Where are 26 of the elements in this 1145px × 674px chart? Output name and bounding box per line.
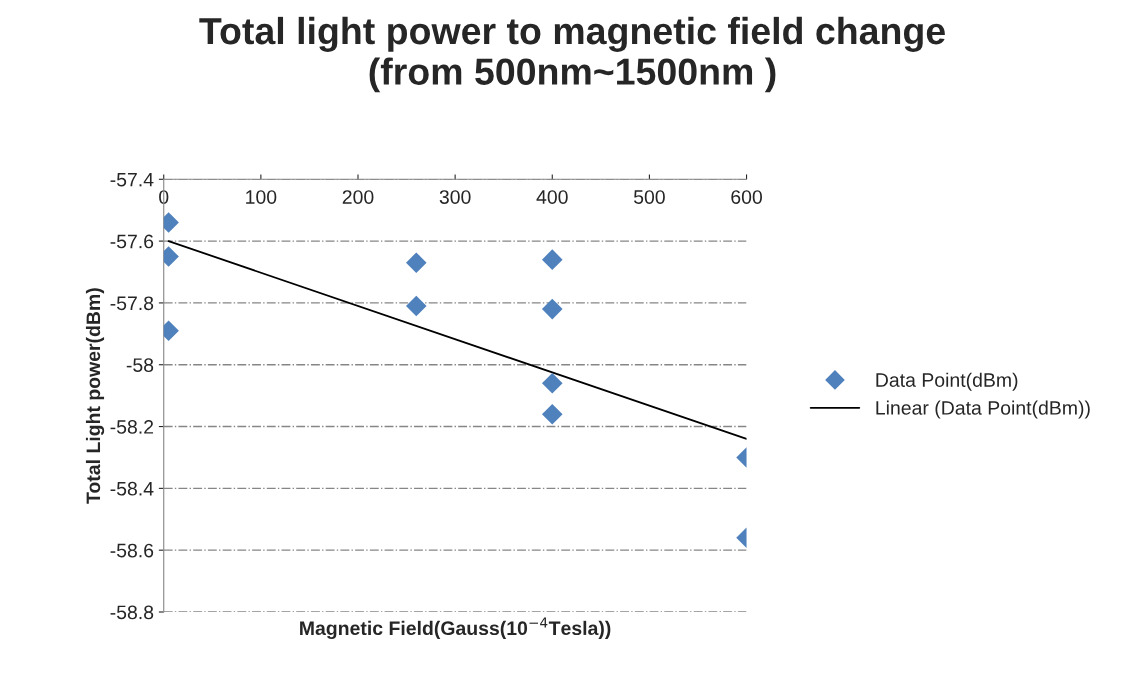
x-tick-label: 200 xyxy=(342,190,374,204)
point xyxy=(541,403,563,425)
x-axis-title: Magnetic Field(Gauss(10$^{−4}$Tesla)) xyxy=(300,617,611,640)
y-axis-title: Total Light power(dBm) xyxy=(85,288,105,504)
point xyxy=(541,249,563,270)
x-tick-label: 500 xyxy=(633,190,665,204)
y-tick-label: -58.8 xyxy=(110,605,154,620)
x-tick-label: 100 xyxy=(246,190,277,204)
point xyxy=(405,252,427,274)
point xyxy=(405,295,427,317)
y-tick-label: -58.4 xyxy=(110,481,154,496)
point xyxy=(541,298,563,320)
point xyxy=(541,372,563,394)
x-tick-label: 300 xyxy=(439,190,471,204)
y-tick-label: -58.2 xyxy=(110,420,154,434)
y-tick-label: -58.6 xyxy=(110,543,154,558)
chart-title: Total light power to magnetic field change (from 500nm~1500nm ) xyxy=(199,16,945,93)
y-tick-label: -57.6 xyxy=(110,234,154,249)
legend-label: Data Point(dBm) xyxy=(876,372,1018,391)
y-tick-label: -58 xyxy=(126,358,154,372)
x-tick-label: 0 xyxy=(159,190,169,204)
legend-label: Linear (Data Point(dBm)) xyxy=(876,400,1090,419)
y-tick-label: -57.4 xyxy=(110,172,154,187)
x-tick-label: 600 xyxy=(731,190,762,204)
y-tick-label: -57.8 xyxy=(110,296,154,311)
x-tick-label: 400 xyxy=(536,190,568,204)
